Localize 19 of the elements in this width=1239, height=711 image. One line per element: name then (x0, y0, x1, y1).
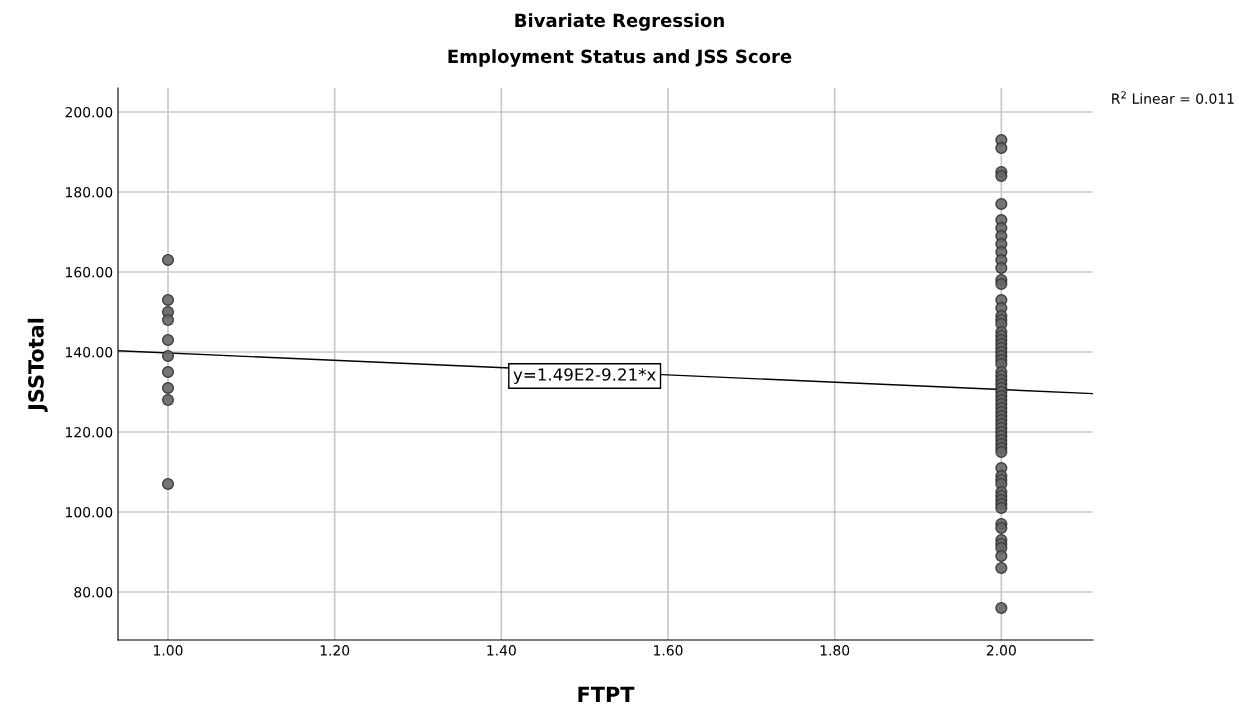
y-tick-label: 120.00 (66, 426, 113, 438)
y-tick-label: 80.00 (74, 586, 113, 598)
x-tick-label: 2.00 (986, 645, 1016, 656)
y-tick-label: 160.00 (66, 266, 113, 278)
y-tick-label: 140.00 (66, 346, 113, 358)
chart-title: Bivariate Regression (515, 13, 724, 31)
annotation: y=1.49E2-9.21*x (513, 368, 656, 385)
y-tick-label: 200.00 (65, 106, 113, 118)
chart-subtitle: Employment Status and JSS Score (448, 49, 792, 67)
x-tick-label: 1.20 (320, 645, 350, 656)
x-tick-label: 1.00 (154, 645, 183, 656)
x-tick-label: 1.40 (487, 645, 516, 656)
y-tick-label: 180.00 (66, 186, 113, 198)
y-axis-title: JSSTotal (27, 318, 48, 413)
text: R$^{2}$ Linear = 0.011 (1112, 91, 1234, 104)
x-tick-label: 1.80 (820, 645, 850, 656)
x-axis-title: FTPT (578, 686, 635, 702)
x-tick-label: 1.60 (654, 645, 683, 656)
y-tick-label: 100.00 (66, 506, 113, 518)
